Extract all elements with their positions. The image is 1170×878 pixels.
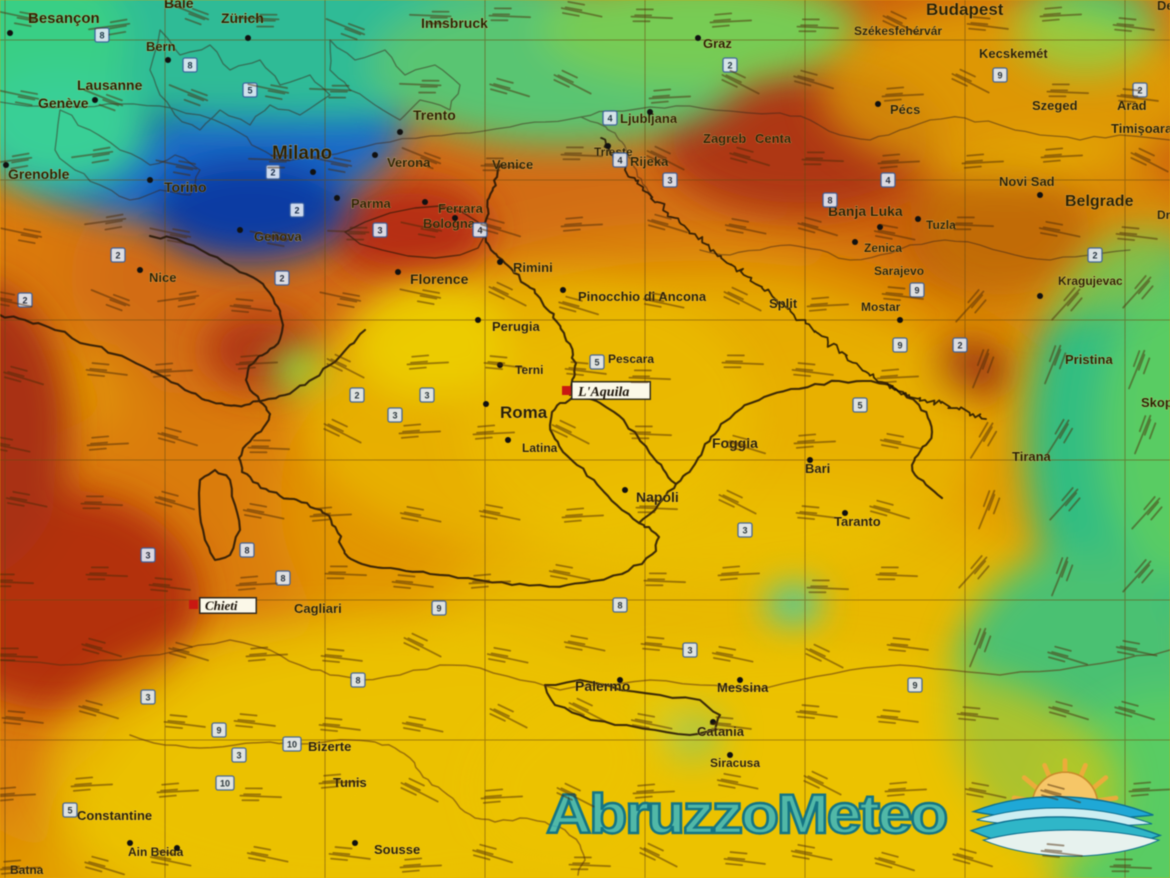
svg-text:Taranto: Taranto bbox=[834, 514, 881, 529]
svg-text:2: 2 bbox=[727, 61, 732, 71]
svg-text:5: 5 bbox=[594, 358, 599, 368]
svg-text:Cagliari: Cagliari bbox=[294, 601, 342, 616]
svg-text:2: 2 bbox=[115, 251, 120, 261]
svg-text:9: 9 bbox=[997, 71, 1002, 81]
svg-text:Ferrara: Ferrara bbox=[438, 201, 484, 216]
svg-text:9: 9 bbox=[897, 341, 902, 351]
svg-text:Banja Luka: Banja Luka bbox=[828, 203, 903, 219]
svg-text:Debrecen: Debrecen bbox=[1157, 0, 1170, 13]
svg-text:Mostar: Mostar bbox=[861, 300, 901, 314]
svg-text:4: 4 bbox=[617, 156, 622, 166]
svg-text:3: 3 bbox=[742, 526, 747, 536]
svg-text:Budapest: Budapest bbox=[926, 0, 1004, 19]
svg-text:3: 3 bbox=[687, 646, 692, 656]
svg-text:L'Aquila: L'Aquila bbox=[577, 385, 629, 400]
svg-text:5: 5 bbox=[247, 86, 252, 96]
svg-text:Torino: Torino bbox=[164, 179, 207, 195]
svg-text:2: 2 bbox=[957, 341, 962, 351]
svg-text:3: 3 bbox=[667, 176, 672, 186]
svg-text:Skopje: Skopje bbox=[1141, 395, 1170, 410]
svg-text:Drobe: Drobe bbox=[1157, 208, 1170, 222]
svg-text:Graz: Graz bbox=[703, 36, 732, 51]
svg-text:Messina: Messina bbox=[717, 680, 769, 695]
svg-text:9: 9 bbox=[912, 681, 917, 691]
svg-text:4: 4 bbox=[477, 226, 482, 236]
svg-text:Split: Split bbox=[769, 296, 798, 311]
svg-text:2: 2 bbox=[354, 391, 359, 401]
svg-text:Latina: Latina bbox=[522, 441, 558, 455]
svg-text:3: 3 bbox=[377, 226, 382, 236]
svg-text:2: 2 bbox=[279, 274, 284, 284]
svg-text:Bâle: Bâle bbox=[164, 0, 194, 11]
svg-text:3: 3 bbox=[145, 551, 150, 561]
svg-text:Nice: Nice bbox=[149, 270, 176, 285]
svg-text:Trento: Trento bbox=[413, 107, 456, 123]
svg-text:9: 9 bbox=[216, 726, 221, 736]
svg-text:Bari: Bari bbox=[805, 461, 830, 476]
svg-text:Chieti: Chieti bbox=[205, 598, 238, 613]
svg-text:Rimini: Rimini bbox=[513, 260, 553, 275]
svg-text:Zagreb: Zagreb bbox=[703, 131, 746, 146]
svg-text:3: 3 bbox=[236, 751, 241, 761]
svg-text:Parma: Parma bbox=[351, 196, 392, 211]
svg-text:3: 3 bbox=[145, 693, 150, 703]
svg-text:Besançon: Besançon bbox=[28, 10, 100, 27]
svg-text:Pescara: Pescara bbox=[608, 352, 654, 366]
svg-text:Florence: Florence bbox=[410, 271, 469, 287]
svg-text:5: 5 bbox=[67, 806, 72, 816]
svg-text:Kragujevac: Kragujevac bbox=[1058, 274, 1123, 288]
svg-text:Napoli: Napoli bbox=[636, 489, 679, 505]
svg-text:9: 9 bbox=[914, 286, 919, 296]
svg-text:Batna: Batna bbox=[10, 863, 44, 877]
svg-text:Roma: Roma bbox=[500, 403, 548, 422]
svg-text:2: 2 bbox=[294, 206, 299, 216]
svg-text:Constantine: Constantine bbox=[77, 808, 152, 823]
svg-text:2: 2 bbox=[270, 168, 275, 178]
svg-text:Szeged: Szeged bbox=[1032, 98, 1078, 113]
svg-text:Novi Sad: Novi Sad bbox=[999, 174, 1055, 189]
svg-text:Székesfehérvár: Székesfehérvár bbox=[854, 24, 942, 38]
svg-text:4: 4 bbox=[607, 114, 612, 124]
svg-text:Bizerte: Bizerte bbox=[308, 739, 351, 754]
svg-text:Tirana: Tirana bbox=[1012, 449, 1052, 464]
svg-text:Pinocchio di Ancona: Pinocchio di Ancona bbox=[578, 289, 707, 304]
svg-text:9: 9 bbox=[436, 604, 441, 614]
svg-text:Perugia: Perugia bbox=[492, 319, 540, 334]
svg-text:Belgrade: Belgrade bbox=[1065, 193, 1134, 210]
svg-text:Siracusa: Siracusa bbox=[710, 756, 760, 770]
svg-text:Pécs: Pécs bbox=[890, 102, 920, 117]
svg-text:Sousse: Sousse bbox=[374, 842, 420, 857]
svg-text:4: 4 bbox=[885, 176, 890, 186]
svg-text:Bern: Bern bbox=[146, 39, 176, 54]
svg-text:5: 5 bbox=[857, 401, 862, 411]
svg-text:Terni: Terni bbox=[515, 363, 543, 377]
svg-text:Sarajevo: Sarajevo bbox=[874, 264, 924, 278]
svg-text:Genève: Genève bbox=[38, 95, 89, 111]
svg-text:2: 2 bbox=[1092, 251, 1097, 261]
svg-text:3: 3 bbox=[392, 411, 397, 421]
svg-text:Pristina: Pristina bbox=[1065, 352, 1113, 367]
svg-text:3: 3 bbox=[424, 391, 429, 401]
svg-text:Catania: Catania bbox=[697, 724, 745, 739]
svg-text:Centa: Centa bbox=[755, 131, 792, 146]
svg-text:Kecskemét: Kecskemét bbox=[979, 46, 1048, 61]
svg-text:Timişoara: Timişoara bbox=[1111, 121, 1170, 136]
svg-text:Zenica: Zenica bbox=[864, 241, 902, 255]
